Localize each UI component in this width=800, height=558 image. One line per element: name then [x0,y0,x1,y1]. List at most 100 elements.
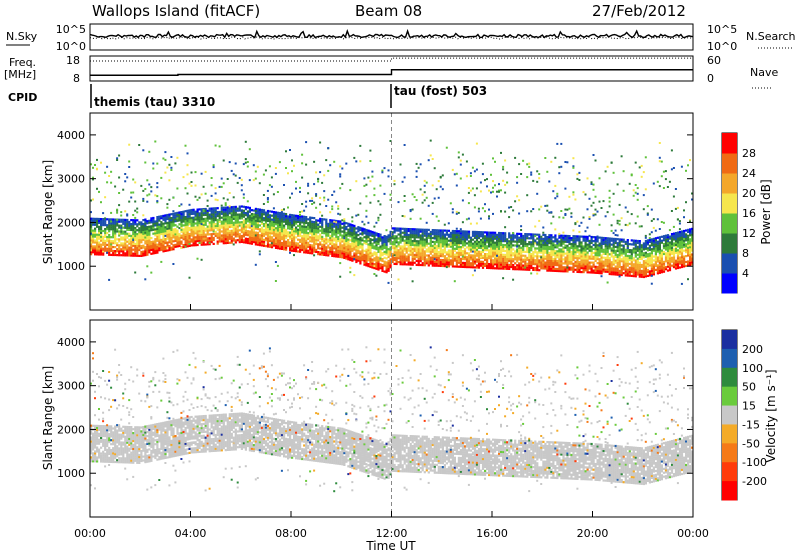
data-cell [223,242,225,244]
data-cell [408,254,410,256]
data-cell [178,235,180,237]
data-cell [408,256,410,258]
data-cell [476,243,478,245]
data-cell [548,234,550,236]
data-cell [331,251,333,253]
data-cell [532,269,534,271]
data-cell [482,247,484,249]
data-cell [211,229,213,231]
data-cell [305,206,307,208]
data-cell [231,214,233,216]
data-cell [522,247,524,249]
data-cell [231,210,233,212]
data-cell [225,232,227,234]
data-cell [325,246,327,248]
data-cell [345,232,347,234]
data-cell [102,224,104,226]
data-cell [311,238,313,240]
data-cell [418,244,420,246]
data-cell [520,235,522,237]
data-cell [150,186,152,188]
data-cell [438,235,440,237]
data-cell [494,244,496,246]
data-cell [432,245,434,247]
data-cell [593,266,595,268]
data-cell [472,167,474,169]
data-cell [572,263,574,265]
data-cell [504,184,506,186]
data-cell [589,216,591,218]
data-cell [172,228,174,230]
data-cell [450,259,452,261]
data-cell [377,237,379,239]
data-cell [331,237,333,239]
data-cell [275,243,277,245]
data-cell [484,257,486,259]
data-cell [309,230,311,232]
data-cell [144,248,146,250]
data-cell [213,215,215,217]
data-cell [217,215,219,217]
data-cell [96,236,98,238]
data-cell [337,224,339,226]
data-cell [128,161,130,163]
data-cell [514,254,516,256]
data-cell [520,243,522,245]
data-cell [263,241,265,243]
data-cell [96,245,98,247]
data-cell [191,211,193,213]
data-cell [583,263,585,265]
data-cell [287,243,289,245]
data-cell [504,160,506,162]
data-cell [367,238,369,240]
data-cell [150,219,152,221]
data-cell [430,251,432,253]
data-cell [398,237,400,239]
data-cell [562,241,564,243]
data-cell [261,229,263,231]
data-cell [550,238,552,240]
data-cell [490,257,492,259]
data-cell [197,214,199,216]
data-cell [566,253,568,255]
data-cell [146,234,148,236]
data-cell [191,185,193,187]
data-cell [277,216,279,218]
data-cell [506,256,508,258]
data-cell [191,181,193,183]
data-cell [520,229,522,231]
data-cell [307,242,309,244]
data-cell [106,238,108,240]
data-cell [255,228,257,230]
data-cell [583,247,585,249]
data-cell [510,240,512,242]
data-cell [404,253,406,255]
data-cell [128,166,130,168]
data-cell [285,237,287,239]
data-cell [265,237,267,239]
data-cell [424,243,426,245]
data-cell [379,185,381,187]
data-cell [448,257,450,259]
data-cell [172,217,174,219]
data-cell [130,235,132,237]
data-cell [154,238,156,240]
data-cell [249,223,251,225]
data-cell [219,231,221,233]
data-cell [303,243,305,245]
data-cell [436,257,438,259]
data-cell [566,209,568,211]
data-cell [534,242,536,244]
data-cell [231,170,233,172]
data-cell [187,220,189,222]
data-cell [418,232,420,234]
data-cell [536,170,538,172]
data-cell [176,243,178,245]
data-cell [583,259,585,261]
data-cell [440,231,442,233]
data-cell [452,208,454,210]
data-cell [562,258,564,260]
data-cell [359,203,361,205]
data-cell [317,253,319,255]
data-cell [279,234,281,236]
